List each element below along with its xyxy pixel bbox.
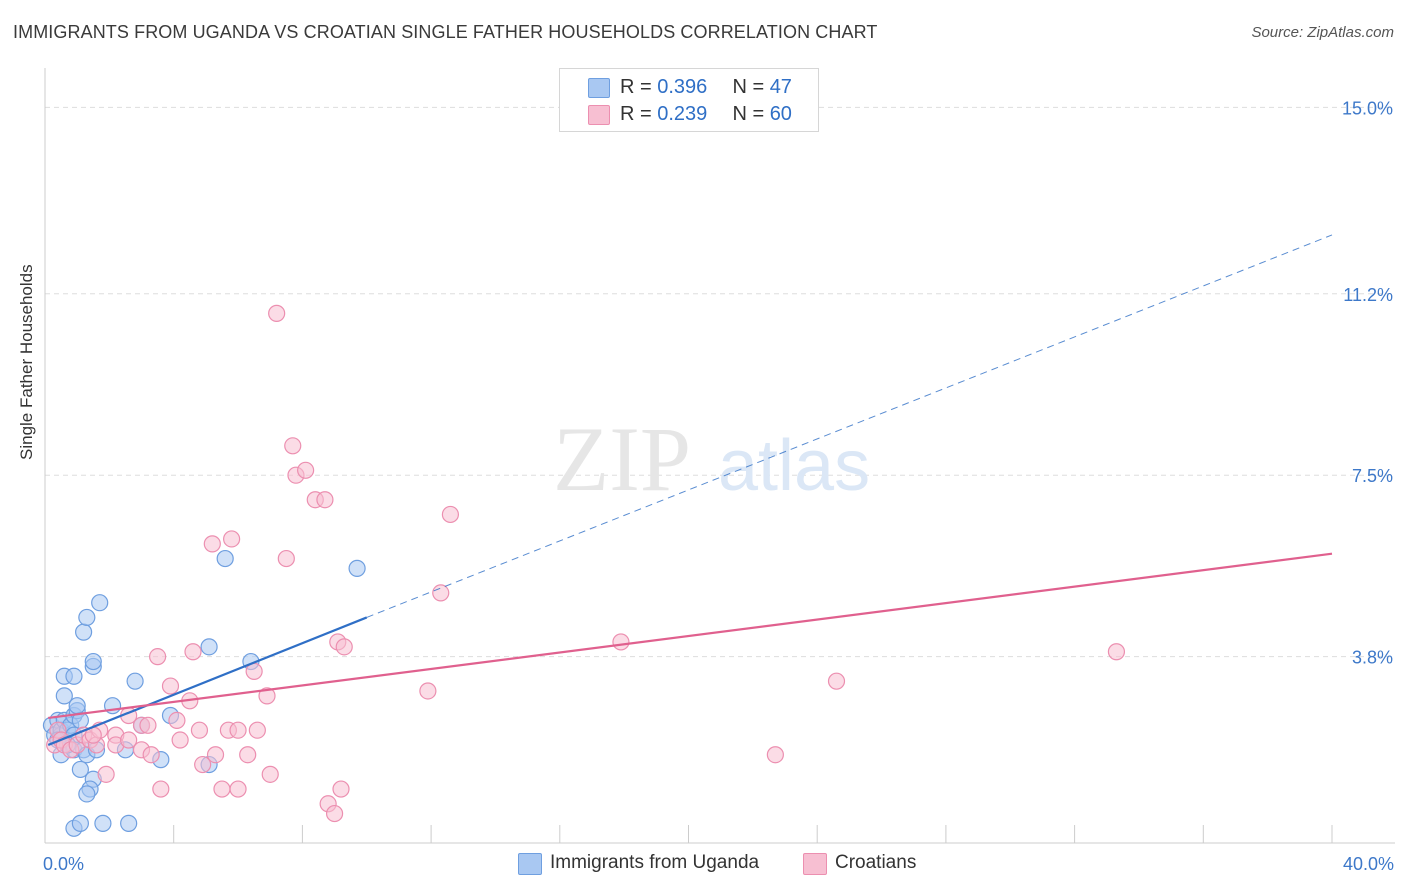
legend-swatch-uganda bbox=[588, 78, 610, 98]
uganda-point bbox=[71, 814, 89, 832]
legend-r-value: 0.239 bbox=[657, 103, 708, 125]
uganda-point bbox=[120, 814, 138, 832]
bottom-legend-croatian: Croatians bbox=[835, 852, 917, 873]
croatian-trendline bbox=[48, 552, 1333, 720]
croatian-point bbox=[432, 584, 450, 602]
croatian-point bbox=[277, 549, 295, 568]
croatian-point bbox=[139, 716, 157, 734]
croatian-point bbox=[229, 780, 247, 798]
croatian-point bbox=[335, 638, 353, 656]
y-tick-label: 11.2% bbox=[1343, 285, 1393, 305]
croatian-point bbox=[419, 682, 437, 700]
uganda-trendline bbox=[47, 616, 368, 746]
croatian-point bbox=[248, 721, 266, 739]
croatian-point bbox=[149, 648, 167, 666]
legend-row-uganda: R = 0.396 N = 47 bbox=[620, 76, 792, 99]
watermark-atlas: atlas bbox=[718, 426, 870, 506]
trend-layer bbox=[47, 234, 1333, 746]
croatian-point bbox=[316, 491, 334, 509]
croatian-point bbox=[97, 765, 115, 783]
y-tick-label: 15.0% bbox=[1342, 98, 1393, 118]
stats-legend: R = 0.396 N = 47 R = 0.239 N = 60 bbox=[559, 68, 819, 132]
watermark-zip: ZIP bbox=[553, 408, 691, 510]
croatian-point bbox=[152, 780, 170, 798]
uganda-point bbox=[91, 594, 109, 612]
croatian-point bbox=[203, 535, 221, 553]
legend-r-label: R = bbox=[620, 103, 658, 125]
uganda-point bbox=[68, 697, 86, 715]
uganda-trendline-projection bbox=[366, 234, 1333, 618]
legend-r-label: R = bbox=[620, 76, 658, 98]
legend-n-label: N = bbox=[732, 103, 770, 125]
grid-layer bbox=[45, 106, 1395, 658]
croatian-point bbox=[206, 746, 225, 764]
legend-n-value: 60 bbox=[769, 103, 792, 125]
bottom-legend-swatch-uganda bbox=[518, 853, 542, 875]
croatian-point bbox=[213, 780, 231, 798]
croatian-point bbox=[766, 746, 784, 764]
croatian-point bbox=[261, 765, 279, 783]
croatian-point bbox=[1107, 643, 1126, 661]
uganda-point bbox=[78, 785, 96, 803]
bottom-legend-uganda: Immigrants from Uganda bbox=[550, 852, 760, 873]
legend-swatch-croatian bbox=[588, 105, 610, 125]
x-tick-label: 40.0% bbox=[1343, 854, 1394, 874]
croatian-point bbox=[190, 721, 209, 739]
points-layer bbox=[42, 304, 1126, 837]
source-credit: Source: ZipAtlas.com bbox=[1251, 24, 1394, 41]
croatian-point bbox=[194, 755, 212, 774]
y-axis-label: Single Father Households bbox=[17, 264, 36, 460]
croatian-point bbox=[239, 746, 257, 764]
croatian-point bbox=[120, 731, 138, 749]
uganda-point bbox=[216, 549, 234, 568]
uganda-point bbox=[65, 667, 83, 685]
uganda-point bbox=[84, 652, 102, 671]
legend-row-croatian: R = 0.239 N = 60 bbox=[620, 103, 792, 126]
legend-n-label: N = bbox=[732, 76, 770, 98]
croatian-point bbox=[184, 643, 202, 661]
croatian-point bbox=[441, 505, 460, 524]
croatian-point bbox=[297, 461, 315, 479]
legend-r-value: 0.396 bbox=[657, 76, 708, 98]
y-tick-label: 7.5% bbox=[1352, 466, 1393, 486]
croatian-point bbox=[161, 677, 180, 695]
uganda-point bbox=[55, 687, 73, 705]
croatian-point bbox=[827, 672, 846, 690]
watermark: ZIP atlas bbox=[553, 408, 870, 510]
croatian-point bbox=[612, 633, 630, 651]
x-tick-label: 0.0% bbox=[43, 854, 84, 874]
croatian-point bbox=[325, 804, 344, 823]
axis-layer bbox=[44, 68, 1395, 844]
legend-n-value: 47 bbox=[769, 76, 792, 98]
bottom-legend-swatch-croatian bbox=[803, 853, 827, 875]
croatian-point bbox=[168, 711, 186, 730]
y-tick-label: 3.8% bbox=[1352, 648, 1393, 668]
tick-layer: 3.8% 7.5% 11.2% 15.0% 0.0% 40.0% bbox=[43, 98, 1394, 874]
uganda-point bbox=[348, 559, 366, 577]
chart-title: IMMIGRANTS FROM UGANDA VS CROATIAN SINGL… bbox=[13, 22, 878, 42]
croatian-point bbox=[171, 731, 189, 749]
uganda-point bbox=[94, 814, 112, 832]
croatian-point bbox=[268, 304, 286, 322]
uganda-point bbox=[78, 608, 96, 627]
uganda-point bbox=[71, 760, 89, 779]
croatian-point bbox=[284, 437, 302, 455]
croatian-point bbox=[223, 530, 241, 548]
croatian-point bbox=[258, 687, 276, 705]
uganda-point bbox=[126, 672, 144, 690]
uganda-point bbox=[75, 623, 93, 641]
croatian-point bbox=[332, 780, 350, 798]
croatian-point bbox=[142, 746, 160, 764]
uganda-point bbox=[200, 638, 218, 656]
croatian-point bbox=[229, 721, 247, 739]
